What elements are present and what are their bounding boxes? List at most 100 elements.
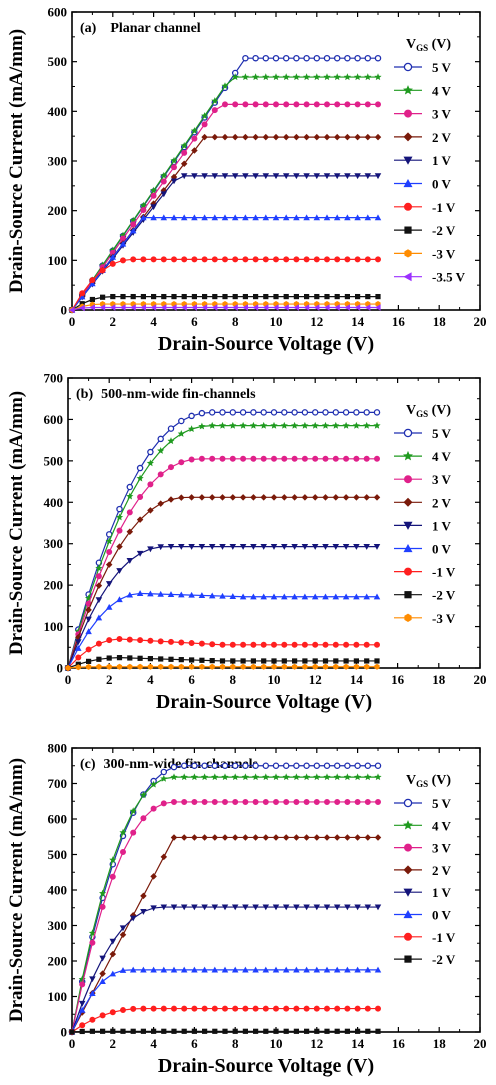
series-2V: [68, 133, 382, 314]
data-point: [180, 214, 188, 221]
data-point: [353, 641, 360, 648]
data-point: [343, 641, 350, 648]
data-point: [130, 256, 137, 263]
data-point: [343, 658, 349, 664]
series--1V: [65, 636, 380, 672]
data-point: [344, 304, 350, 311]
y-tick-label: 300: [44, 536, 64, 551]
data-point: [160, 768, 168, 776]
x-tick-label: 16: [392, 314, 406, 329]
legend-entry: 1 V: [394, 885, 452, 900]
data-point: [191, 966, 198, 973]
data-point: [293, 1005, 300, 1012]
data-point: [130, 829, 137, 836]
data-point: [171, 1028, 177, 1034]
legend-label: -2 V: [432, 588, 456, 603]
data-point: [311, 593, 319, 600]
data-point: [208, 592, 216, 599]
data-point: [304, 1028, 310, 1034]
data-point: [240, 658, 246, 664]
data-point: [116, 543, 123, 550]
data-point: [150, 186, 158, 194]
data-point: [168, 656, 174, 662]
x-tick-label: 0: [69, 1036, 76, 1051]
data-point: [177, 430, 185, 437]
data-point: [374, 762, 382, 770]
data-point: [180, 304, 187, 311]
data-point: [262, 54, 270, 62]
data-point: [167, 544, 175, 550]
data-point: [99, 1012, 106, 1019]
data-point: [344, 54, 351, 62]
panel-label: (a): [80, 21, 97, 36]
x-tick-label: 8: [232, 314, 239, 329]
data-point: [323, 54, 331, 62]
data-point: [344, 293, 350, 300]
data-point: [332, 421, 340, 429]
data-point: [262, 904, 270, 911]
x-tick-label: 6: [191, 314, 198, 329]
data-point: [188, 425, 196, 433]
data-point: [355, 1028, 361, 1034]
data-point: [188, 640, 195, 647]
legend-label: 4 V: [432, 449, 452, 464]
y-tick-label: 400: [48, 883, 68, 898]
data-point: [105, 561, 113, 568]
legend-marker: [404, 226, 412, 234]
data-point: [272, 133, 280, 141]
data-point: [211, 97, 219, 104]
data-point: [262, 762, 270, 770]
data-point: [157, 435, 164, 443]
data-point: [147, 656, 153, 662]
data-point: [323, 834, 331, 841]
data-point: [314, 293, 320, 300]
data-point: [211, 798, 218, 805]
data-point: [342, 544, 350, 550]
data-point: [126, 591, 134, 598]
data-point: [75, 661, 81, 667]
data-point: [263, 1028, 269, 1034]
data-point: [140, 909, 147, 915]
data-point: [231, 73, 239, 81]
y-tick-label: 0: [61, 303, 68, 318]
data-point: [208, 409, 216, 416]
data-point: [272, 966, 280, 973]
y-tick-label: 700: [48, 776, 68, 791]
data-point: [333, 133, 341, 141]
data-point: [160, 304, 167, 311]
data-point: [374, 73, 382, 81]
data-point: [167, 464, 174, 471]
data-point: [313, 214, 321, 221]
legend-marker: [403, 450, 413, 461]
data-point: [180, 904, 188, 911]
data-point: [150, 304, 157, 311]
data-point: [252, 73, 260, 81]
data-point: [140, 1005, 147, 1012]
data-point: [363, 409, 370, 416]
data-point: [126, 509, 133, 516]
data-point: [231, 834, 239, 841]
data-point: [178, 494, 185, 501]
data-point: [190, 127, 198, 134]
data-point: [170, 164, 177, 171]
legend-label: 3 V: [432, 841, 452, 856]
data-point: [160, 774, 168, 782]
data-point: [332, 641, 339, 648]
data-point: [374, 173, 382, 180]
data-point: [363, 544, 370, 550]
data-point: [273, 1028, 279, 1034]
series-4V: [64, 421, 381, 672]
data-point: [291, 421, 299, 429]
data-point: [208, 494, 216, 501]
data-point: [170, 156, 178, 164]
data-point: [109, 260, 116, 267]
data-point: [229, 421, 237, 429]
data-point: [332, 494, 340, 501]
data-point: [221, 256, 228, 263]
data-point: [262, 101, 269, 108]
data-point: [126, 492, 134, 500]
data-point: [281, 544, 288, 550]
data-point: [364, 304, 371, 311]
y-tick-label: 100: [44, 619, 64, 634]
data-point: [365, 1028, 371, 1034]
